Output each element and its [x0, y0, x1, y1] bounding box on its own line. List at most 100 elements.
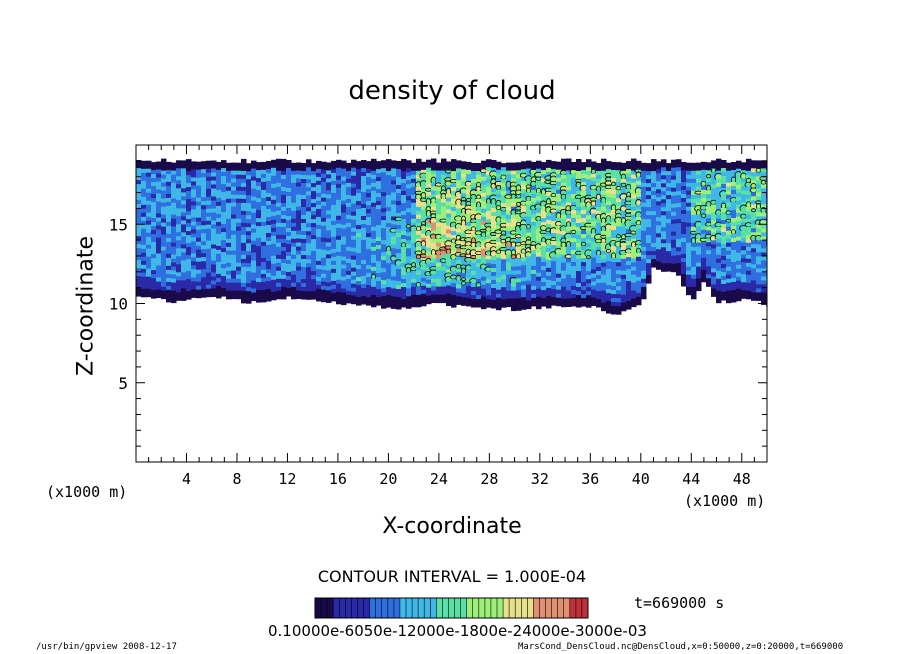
density-cell: [376, 169, 382, 174]
density-cell: [336, 263, 342, 269]
density-cell: [151, 278, 157, 283]
density-cell: [301, 215, 307, 220]
density-cell: [481, 300, 487, 306]
density-cell: [571, 250, 577, 255]
density-cell: [541, 166, 547, 171]
density-cell: [251, 280, 257, 286]
density-cell: [211, 172, 217, 177]
density-cell: [396, 225, 402, 230]
density-cell: [606, 245, 612, 250]
density-cell: [496, 297, 502, 303]
density-cell: [221, 192, 227, 197]
density-cell: [746, 294, 752, 300]
density-cell: [551, 229, 557, 234]
density-cell: [616, 210, 622, 215]
density-cell: [571, 166, 577, 171]
density-cell: [726, 174, 732, 180]
density-cell: [736, 220, 742, 226]
density-cell: [571, 190, 577, 195]
density-cell: [616, 234, 622, 239]
density-cell: [586, 231, 592, 236]
density-cell: [496, 249, 502, 255]
density-cell: [401, 215, 407, 220]
density-cell: [756, 196, 762, 201]
density-cell: [351, 207, 357, 213]
density-cell: [251, 180, 257, 186]
density-cell: [361, 300, 367, 305]
density-cell: [426, 203, 432, 209]
density-cell: [161, 190, 167, 196]
density-cell: [276, 282, 282, 288]
density-cell: [176, 292, 182, 297]
density-cell: [136, 256, 142, 261]
density-cell: [186, 195, 192, 200]
density-cell: [691, 218, 697, 224]
density-cell: [631, 194, 637, 200]
density-cell: [256, 242, 262, 247]
density-cell: [701, 257, 707, 263]
density-cell: [231, 250, 237, 256]
density-cell: [241, 182, 247, 188]
density-cell: [551, 297, 557, 302]
density-cell: [346, 298, 352, 304]
density-cell: [316, 212, 322, 218]
density-cell: [621, 226, 627, 232]
density-cell: [571, 238, 577, 243]
density-cell: [736, 260, 742, 266]
density-cell: [641, 178, 647, 184]
density-cell: [266, 225, 272, 230]
density-cell: [351, 283, 357, 289]
density-cell: [201, 237, 207, 242]
density-cell: [396, 165, 402, 170]
density-cell: [441, 178, 447, 184]
density-cell: [701, 197, 707, 203]
density-cell: [231, 178, 237, 184]
density-cell: [371, 166, 377, 172]
density-cell: [566, 290, 572, 295]
density-cell: [261, 217, 267, 223]
density-cell: [731, 298, 737, 303]
density-cell: [156, 169, 162, 174]
density-cell: [201, 205, 207, 210]
density-cell: [696, 238, 702, 244]
density-cell: [401, 179, 407, 184]
density-cell: [586, 187, 592, 192]
density-cell: [716, 238, 722, 244]
density-cell: [586, 215, 592, 220]
density-cell: [591, 189, 597, 194]
density-cell: [411, 230, 417, 236]
density-cell: [526, 260, 532, 266]
density-cell: [221, 184, 227, 189]
density-cell: [401, 199, 407, 204]
density-cell: [661, 163, 667, 168]
density-cell: [646, 195, 652, 200]
density-cell: [236, 230, 242, 236]
density-cell: [491, 300, 497, 305]
density-cell: [151, 210, 157, 215]
density-cell: [566, 270, 572, 275]
density-cell: [306, 167, 312, 172]
density-cell: [271, 267, 277, 273]
density-cell: [266, 269, 272, 274]
density-cell: [676, 179, 682, 184]
density-cell: [436, 222, 442, 228]
density-cell: [371, 242, 377, 248]
density-cell: [491, 292, 497, 297]
density-cell: [756, 252, 762, 257]
density-cell: [741, 210, 747, 215]
density-cell: [531, 173, 537, 179]
density-cell: [506, 186, 512, 192]
density-cell: [141, 256, 147, 262]
density-cell: [396, 209, 402, 214]
density-cell: [406, 160, 412, 165]
density-cell: [231, 174, 237, 180]
density-cell: [726, 234, 732, 240]
density-cell: [546, 231, 552, 237]
density-cell: [176, 212, 182, 217]
density-cell: [326, 290, 332, 295]
density-cell: [256, 182, 262, 187]
density-cell: [431, 282, 437, 287]
density-cell: [166, 169, 172, 175]
density-cell: [331, 224, 337, 230]
density-cell: [156, 281, 162, 286]
